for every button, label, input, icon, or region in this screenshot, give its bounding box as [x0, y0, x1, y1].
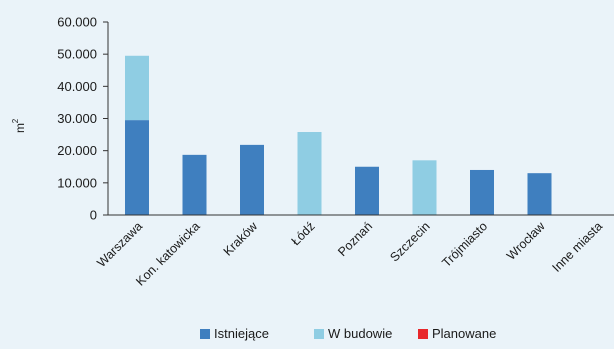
x-tick-label: Warszawa [94, 219, 145, 270]
x-tick-label: Szczecin [387, 219, 432, 264]
legend-label: W budowie [328, 326, 392, 341]
y-tick-label: 0 [90, 208, 97, 223]
x-tick-label: Kraków [221, 219, 261, 259]
bar-istniejące [527, 173, 552, 215]
y-axis-label-superscript: 2 [11, 118, 20, 123]
bar-istniejące [240, 144, 264, 215]
y-tick-label: 10.000 [57, 175, 97, 190]
bars [125, 55, 552, 215]
y-tick-label: 20.000 [57, 143, 97, 158]
y-axis-title: m 2 [11, 118, 27, 133]
legend-label: Istniejące [214, 326, 269, 341]
x-tick-label: Łódź [289, 219, 318, 248]
bar-istniejące [125, 120, 149, 215]
x-tick-label: Poznań [335, 219, 375, 259]
legend: Istniejące W budowie Planowane [200, 326, 496, 341]
bar-w-budowie [297, 132, 322, 215]
bar-w-budowie [125, 55, 149, 121]
y-tick-label: 40.000 [57, 79, 97, 94]
bar-istniejące [470, 169, 494, 215]
y-axis-label: m [13, 123, 27, 133]
bar-w-budowie [412, 160, 437, 215]
bar-istniejące [182, 154, 207, 215]
legend-swatch [314, 329, 324, 339]
y-tick-label: 30.000 [57, 111, 97, 126]
x-tick-label: Trójmiasto [439, 219, 490, 270]
legend-swatch [418, 329, 428, 339]
bar-istniejące [355, 166, 379, 215]
legend-label: Planowane [432, 326, 496, 341]
y-tick-label: 60.000 [57, 15, 97, 30]
y-axis: 0 10.000 20.000 30.000 40.000 50.000 60.000 [57, 15, 109, 223]
y-tick-label: 50.000 [57, 47, 97, 62]
x-tick-label: Inne miasta [550, 219, 606, 275]
legend-swatch [200, 329, 210, 339]
x-tick-label: Wrocław [504, 219, 548, 263]
